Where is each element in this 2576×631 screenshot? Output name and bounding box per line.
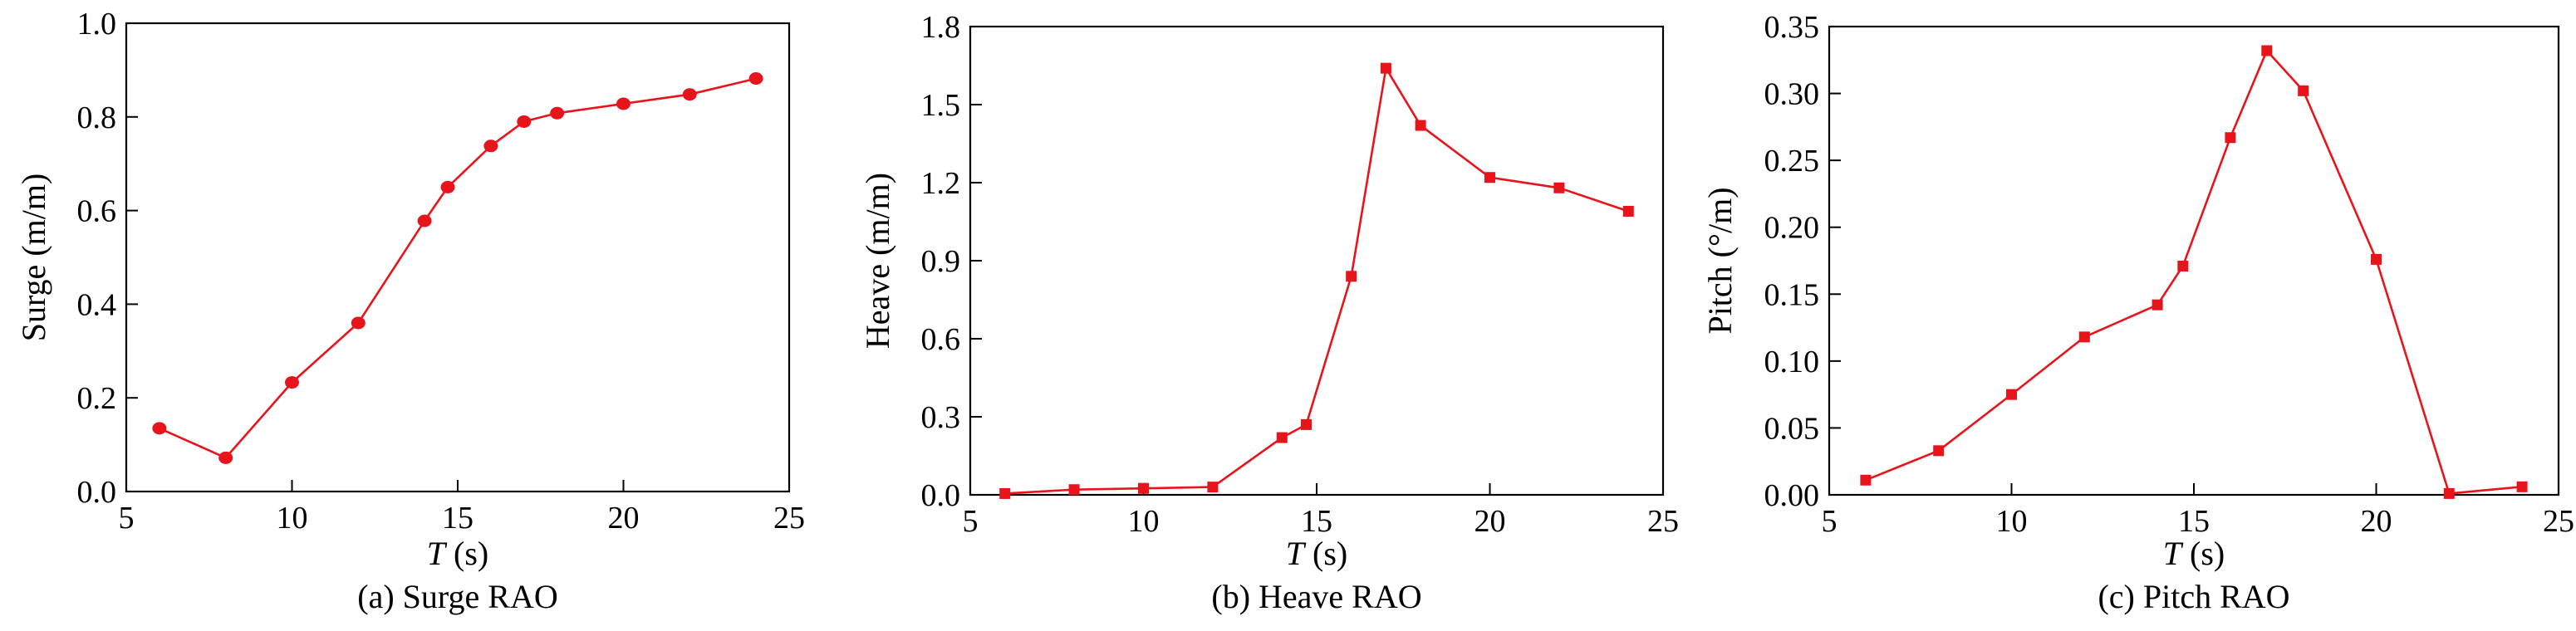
data-point bbox=[351, 316, 366, 330]
y-tick-label: 0.35 bbox=[1764, 10, 1820, 45]
data-point bbox=[517, 115, 532, 128]
y-tick-label: 0.05 bbox=[1764, 411, 1820, 446]
data-point bbox=[1068, 484, 1080, 496]
data-point bbox=[2006, 389, 2017, 400]
x-tick-label: 20 bbox=[1474, 504, 1506, 539]
x-tick-label: 15 bbox=[442, 501, 473, 536]
x-axis-label: T (s) bbox=[1286, 535, 1347, 572]
y-tick-label: 0.6 bbox=[921, 322, 961, 357]
x-axis-variable: T bbox=[1286, 535, 1307, 572]
x-axis-unit: (s) bbox=[454, 535, 488, 572]
y-tick-label: 1.2 bbox=[921, 166, 961, 201]
data-point bbox=[2078, 331, 2090, 343]
x-tick-label: 10 bbox=[1128, 504, 1160, 539]
data-point bbox=[1415, 120, 1426, 131]
x-tick-label: 5 bbox=[119, 501, 135, 536]
y-tick-label: 1.8 bbox=[921, 10, 961, 45]
plot-frame bbox=[1828, 25, 2560, 496]
data-point bbox=[285, 376, 299, 389]
data-point bbox=[2371, 253, 2382, 265]
data-point bbox=[1207, 482, 1219, 493]
y-axis-label: Heave (m/m) bbox=[859, 173, 896, 349]
x-tick-label: 5 bbox=[963, 504, 979, 539]
x-tick-label: 20 bbox=[2361, 504, 2392, 539]
y-tick-label: 0.0 bbox=[921, 478, 961, 513]
y-tick-label: 0.00 bbox=[1764, 478, 1820, 513]
data-point bbox=[999, 487, 1011, 499]
data-point bbox=[682, 88, 697, 101]
heave-rao-panel: 5 10 15 20 25 0.0 0.3 0.6 0.9 1.2 1.5 1.8 Heave (m/m… bbox=[859, 10, 1679, 615]
data-point bbox=[218, 451, 233, 464]
data-point bbox=[1346, 271, 1357, 282]
x-tick-label: 5 bbox=[1822, 504, 1838, 539]
data-point bbox=[1933, 445, 1945, 457]
data-point bbox=[1380, 62, 1391, 74]
data-point bbox=[2443, 487, 2455, 499]
x-axis-label: T (s) bbox=[427, 535, 488, 572]
data-point bbox=[152, 422, 167, 435]
y-tick-label: 0.6 bbox=[77, 194, 117, 229]
y-tick-label: 1.5 bbox=[921, 88, 961, 123]
x-tick-label: 25 bbox=[2543, 504, 2574, 539]
x-axis-variable: T bbox=[427, 535, 448, 572]
y-tick-label: 0.30 bbox=[1764, 77, 1820, 112]
data-point bbox=[1276, 432, 1288, 443]
data-point bbox=[1484, 172, 1495, 183]
x-tick-label: 20 bbox=[608, 501, 640, 536]
y-tick-label: 0.4 bbox=[77, 287, 117, 322]
y-tick-label: 0.3 bbox=[921, 400, 961, 435]
pitch-rao-panel: 5 10 15 20 25 0.00 0.05 0.10 0.15 0.20 0.25 0.30 0.3… bbox=[1701, 10, 2574, 615]
x-axis-unit: (s) bbox=[1313, 535, 1347, 572]
data-point bbox=[2298, 85, 2309, 96]
y-tick-label: 0.10 bbox=[1764, 345, 1820, 379]
y-tick-label: 0.20 bbox=[1764, 211, 1820, 246]
plot-frame bbox=[969, 25, 1665, 496]
y-tick-label: 0.9 bbox=[921, 244, 961, 279]
data-point bbox=[483, 139, 498, 153]
data-point bbox=[2152, 299, 2163, 311]
data-point bbox=[1622, 205, 1634, 217]
x-tick-label: 10 bbox=[1996, 504, 2028, 539]
panel-caption: (c) Pitch RAO bbox=[2098, 578, 2289, 615]
data-point bbox=[2177, 260, 2189, 271]
y-tick-label: 0.15 bbox=[1764, 277, 1820, 312]
panel-caption: (a) Surge RAO bbox=[357, 578, 557, 615]
series-line bbox=[1004, 66, 1629, 495]
data-point bbox=[2261, 45, 2273, 56]
series-line bbox=[1865, 49, 2523, 495]
data-point bbox=[550, 106, 565, 120]
y-tick-label: 0.8 bbox=[77, 100, 117, 135]
data-point bbox=[2225, 132, 2236, 144]
x-axis-unit: (s) bbox=[2190, 535, 2225, 572]
y-tick-label: 1.0 bbox=[77, 7, 117, 42]
series-line bbox=[159, 77, 757, 459]
data-point bbox=[417, 214, 432, 227]
x-tick-label: 15 bbox=[2178, 504, 2210, 539]
data-point bbox=[1553, 182, 1565, 193]
x-axis-label: T (s) bbox=[2163, 535, 2225, 572]
data-point bbox=[748, 72, 763, 86]
x-tick-label: 15 bbox=[1301, 504, 1332, 539]
x-axis-variable: T bbox=[2163, 535, 2184, 572]
data-point bbox=[1300, 418, 1312, 430]
data-point bbox=[1138, 482, 1149, 494]
y-tick-label: 0.0 bbox=[77, 475, 117, 510]
data-point bbox=[616, 97, 631, 110]
data-point bbox=[440, 180, 455, 193]
y-axis-label: Pitch (°/m) bbox=[1701, 187, 1739, 334]
y-tick-label: 0.25 bbox=[1764, 144, 1820, 179]
x-tick-label: 10 bbox=[277, 501, 308, 536]
y-axis-label: Surge (m/m) bbox=[15, 174, 52, 342]
data-point bbox=[2516, 481, 2528, 492]
panel-caption: (b) Heave RAO bbox=[1211, 578, 1421, 615]
y-tick-label: 0.2 bbox=[77, 381, 117, 416]
x-tick-label: 25 bbox=[1647, 504, 1679, 539]
data-point bbox=[1860, 474, 1872, 486]
x-tick-label: 25 bbox=[773, 501, 805, 536]
